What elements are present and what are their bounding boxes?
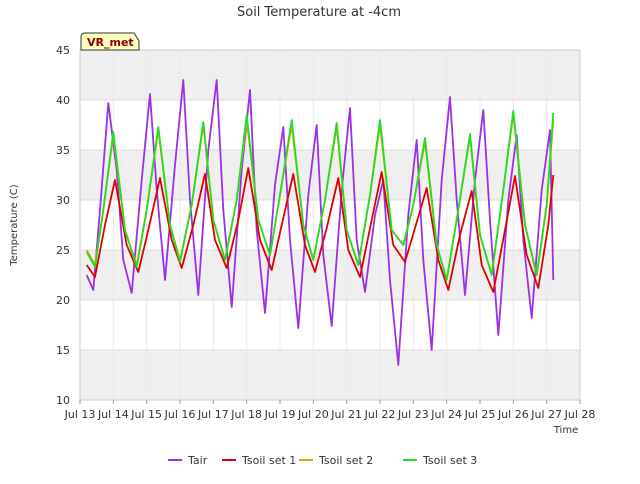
x-tick-label: Jul 16	[164, 408, 196, 421]
grid-band	[80, 250, 580, 300]
y-tick-label: 35	[56, 144, 70, 157]
series-lines	[85, 79, 555, 366]
x-tick-label: Jul 17	[197, 408, 229, 421]
x-axis-ticks: Jul 13 Jul 14 Jul 15 Jul 16 Jul 17 Jul 18 Jul …	[64, 400, 596, 421]
y-tick-label: 10	[56, 394, 70, 407]
legend-label-tair: Tair	[187, 454, 208, 467]
y-axis-label: Temperature (C)	[9, 184, 20, 266]
series-line-tair	[85, 79, 555, 366]
chart-title: Soil Temperature at -4cm	[237, 5, 401, 20]
grid-band	[80, 350, 580, 400]
series-line-tsoil-set-3	[85, 110, 555, 281]
x-tick-label: Jul 15	[130, 408, 162, 421]
legend-label-tsoil-set-3: Tsoil set 3	[422, 454, 477, 467]
grid-band	[80, 50, 580, 100]
x-tick-label: Jul 19	[264, 408, 296, 421]
y-axis-ticks: 10 15 20 25 30 35 40 45	[56, 44, 70, 407]
x-tick-label: Jul 18	[230, 408, 262, 421]
x-tick-label: Jul 24	[430, 408, 462, 421]
station-badge: VR_met	[80, 32, 140, 51]
x-tick-label: Jul 21	[330, 408, 362, 421]
y-tick-label: 40	[56, 94, 70, 107]
x-tick-label: Jul 22	[364, 408, 396, 421]
x-tick-label: Jul 28	[564, 408, 596, 421]
y-tick-label: 45	[56, 44, 70, 57]
plot-area	[80, 50, 580, 400]
x-tick-label: Jul 13	[64, 408, 96, 421]
plot-background	[80, 50, 580, 400]
legend-label-tsoil-set-2: Tsoil set 2	[318, 454, 373, 467]
y-tick-label: 25	[56, 244, 70, 257]
y-tick-label: 20	[56, 294, 70, 307]
legend: Tair Tsoil set 1 Tsoil set 2 Tsoil set 3	[168, 454, 477, 467]
x-tick-label: Jul 20	[297, 408, 329, 421]
y-tick-label: 30	[56, 194, 70, 207]
series-line-tsoil-set-1	[85, 167, 555, 293]
station-badge-label: VR_met	[87, 36, 134, 49]
x-tick-label: Jul 27	[530, 408, 562, 421]
x-tick-label: Jul 14	[97, 408, 129, 421]
y-tick-label: 15	[56, 344, 70, 357]
x-tick-label: Jul 25	[464, 408, 496, 421]
x-tick-label: Jul 26	[497, 408, 529, 421]
x-tick-label: Jul 23	[397, 408, 429, 421]
legend-label-tsoil-set-1: Tsoil set 1	[241, 454, 296, 467]
x-axis-label: Time	[553, 425, 578, 436]
plot-frame	[79, 49, 581, 401]
